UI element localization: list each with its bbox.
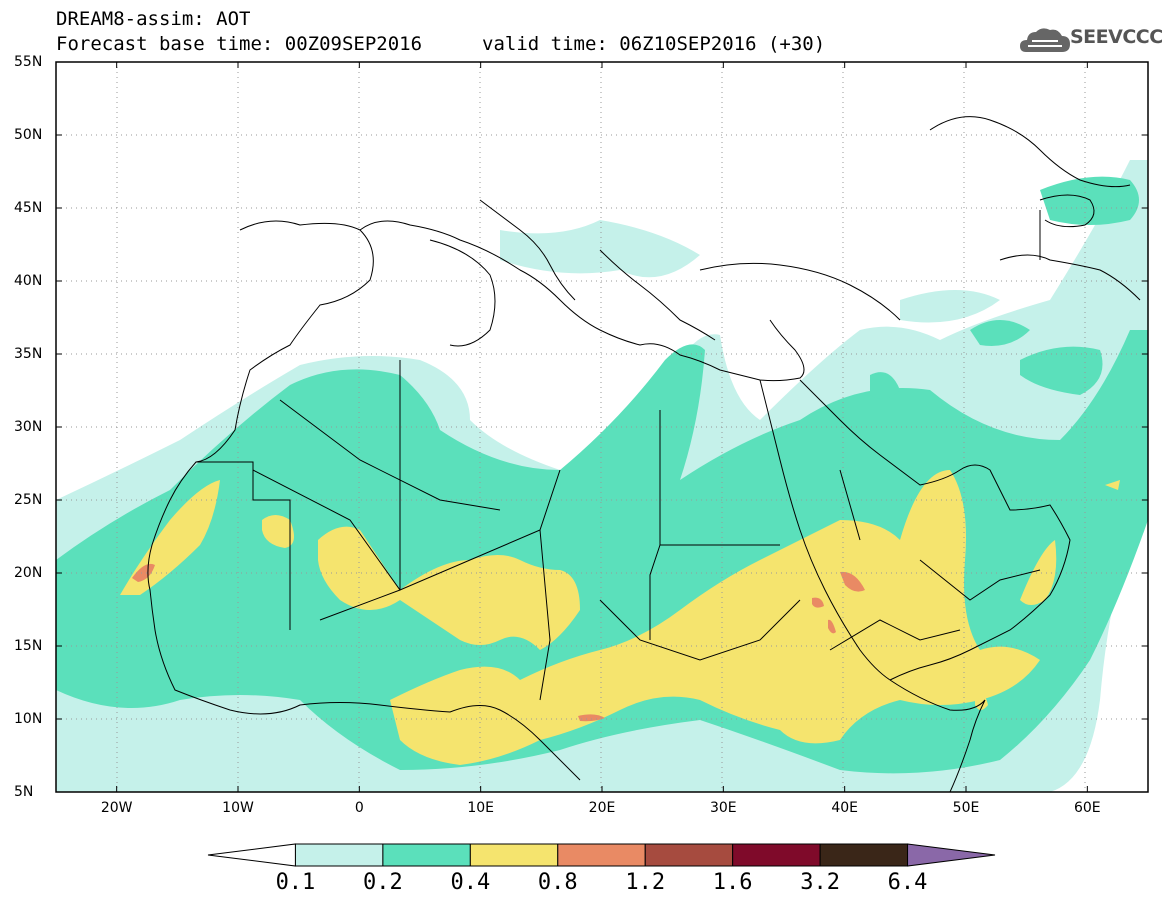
y-tick-label: 5N (14, 784, 34, 800)
x-tick-label: 40E (831, 800, 858, 816)
valid-time: valid time: 06Z10SEP2016 (+30) (482, 33, 826, 55)
x-tick-label: 10W (222, 800, 254, 816)
x-tick-label: 0 (354, 800, 364, 816)
x-tick-label: 50E (952, 800, 980, 816)
colorbar-box (644, 843, 734, 867)
colorbar-under (207, 843, 296, 867)
colorbar-box (469, 843, 559, 867)
logo-text: SEEVCCC (1070, 26, 1163, 48)
x-tick-label: 10E (467, 800, 494, 816)
colorbar-label: 1.6 (712, 870, 753, 895)
colorbar-label: 6.4 (887, 870, 928, 895)
x-tick-label: 30E (709, 800, 737, 816)
x-tick-label: 60E (1073, 800, 1101, 816)
colorbar-box (819, 843, 909, 867)
y-tick-label: 10N (14, 711, 43, 727)
colorbar-label: 0.8 (537, 870, 578, 895)
x-tick-label: 20E (588, 800, 616, 816)
gridlines (56, 62, 1148, 792)
colorbar-box (294, 843, 384, 867)
colorbar-label: 0.4 (450, 870, 491, 895)
y-tick-label: 55N (14, 54, 43, 70)
y-tick-label: 40N (14, 273, 43, 289)
colorbar-label: 3.2 (800, 870, 840, 895)
y-tick-label: 15N (14, 638, 43, 654)
y-tick-label: 30N (14, 419, 43, 435)
y-tick-label: 45N (14, 200, 43, 216)
colorbar-box (732, 843, 821, 867)
aot-contours (56, 62, 1148, 792)
cloud-icon (1020, 28, 1070, 52)
coastlines (147, 116, 1141, 792)
map-title: DREAM8-assim: AOT (56, 8, 251, 30)
y-tick-label: 50N (14, 127, 43, 143)
colorbar-label: 0.1 (275, 870, 316, 895)
colorbar-box (557, 843, 646, 867)
x-tick-label: 20W (100, 800, 133, 816)
y-tick-label: 20N (14, 565, 43, 581)
colorbar-box (382, 843, 471, 867)
axis-ticks (56, 61, 1148, 793)
colorbar-label: 0.2 (363, 870, 403, 895)
y-tick-label: 25N (14, 492, 43, 508)
colorbar-label: 1.2 (625, 870, 666, 895)
colorbar-over (907, 843, 996, 867)
aot-band-0.8 (132, 563, 865, 722)
y-tick-label: 35N (14, 346, 43, 362)
forecast-base-time: Forecast base time: 00Z09SEP2016 (56, 33, 423, 55)
